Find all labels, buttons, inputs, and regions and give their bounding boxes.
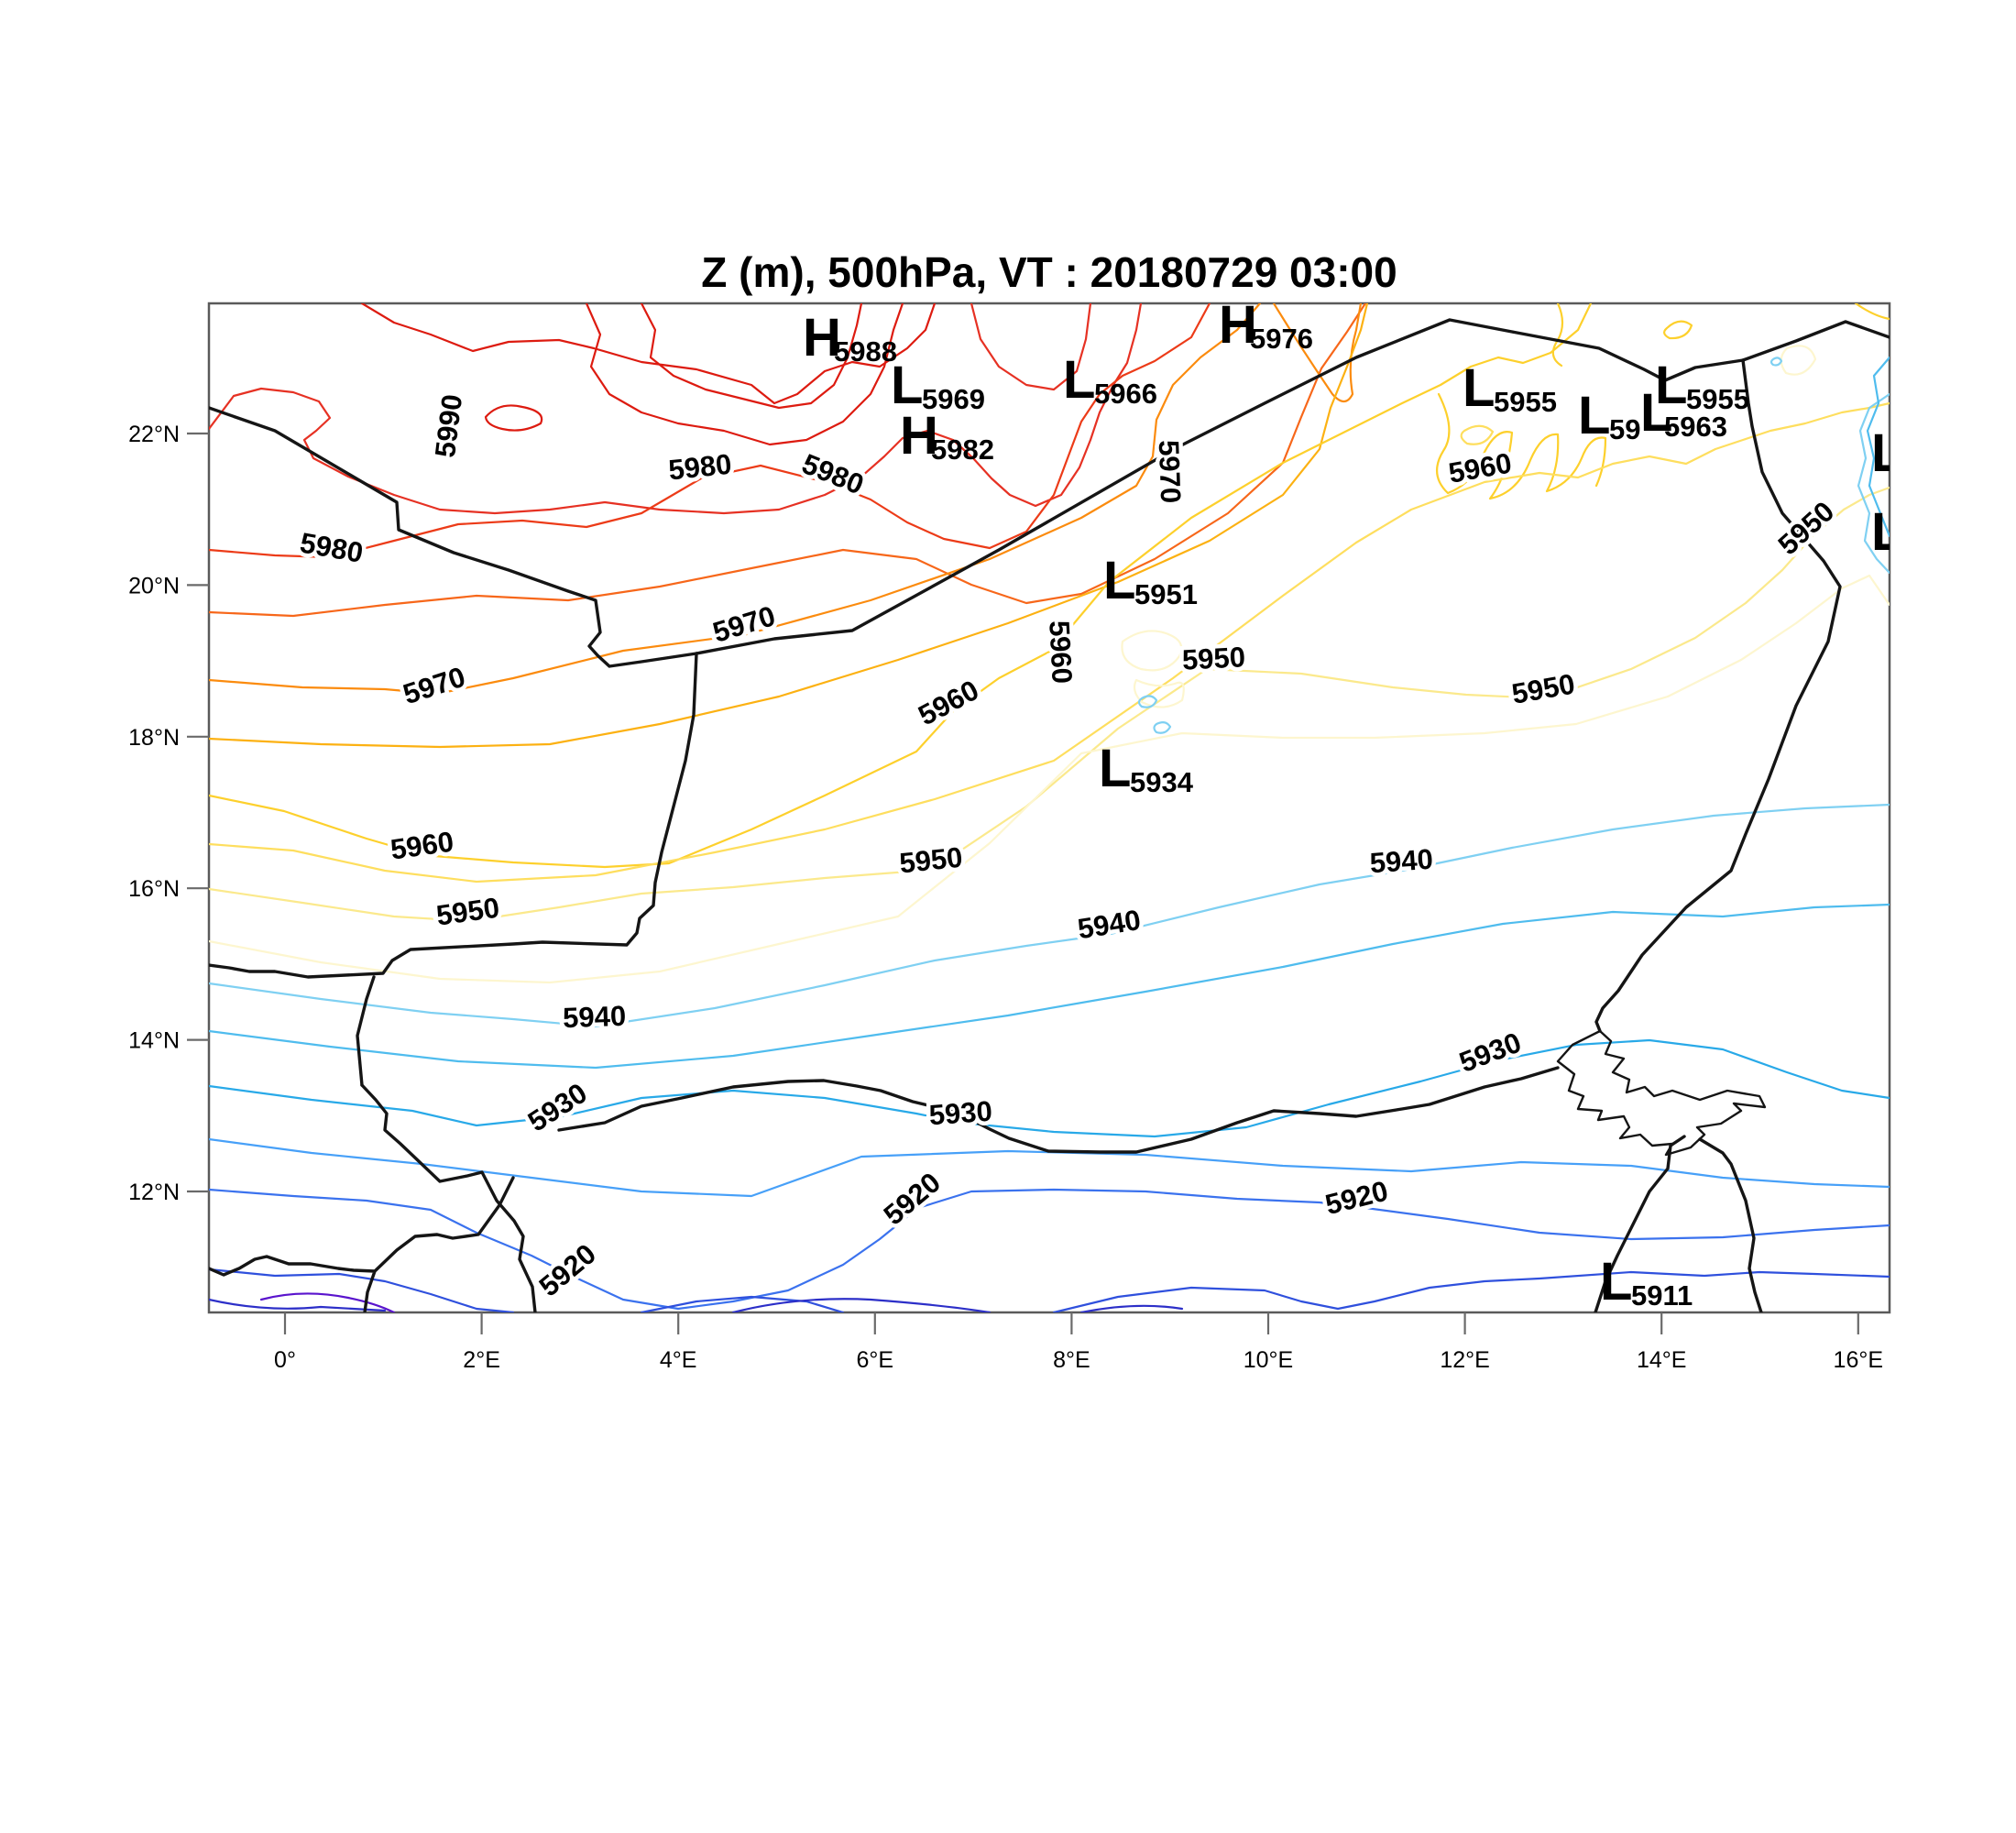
plot-frame <box>207 302 1891 1314</box>
low-center-marker: L <box>1871 423 1903 483</box>
contour-label-5920: 5920 <box>1322 1174 1391 1221</box>
border-niger-chad <box>1594 358 1842 1033</box>
contour-label-5960: 5960 <box>1446 446 1514 488</box>
border-burkina-benin <box>356 975 376 1087</box>
y-tick-label-16°N: 16°N <box>128 876 180 902</box>
contour-label-5960: 5960 <box>1043 620 1079 685</box>
pressure-center-value: 5951 <box>1134 578 1198 610</box>
contour-label-5980: 5980 <box>298 526 366 568</box>
pressure-center-value: 59 <box>1609 413 1640 445</box>
y-tick-label-18°N: 18°N <box>128 725 180 751</box>
low-center-marker: L <box>1871 502 1903 562</box>
pressure-center-value: 5976 <box>1250 323 1313 355</box>
contour-label-5950: 5950 <box>434 891 501 931</box>
contour-lines <box>209 303 1890 1312</box>
contour-label-5950: 5950 <box>898 841 964 880</box>
pressure-center-value: 5963 <box>1664 411 1727 443</box>
low-center-marker: L <box>1655 356 1687 415</box>
pressure-center-value: 5911 <box>1631 1279 1693 1312</box>
pressure-center-value: 5934 <box>1130 766 1194 798</box>
low-center-marker: L <box>891 356 923 415</box>
low-center-marker: L <box>1103 551 1135 610</box>
contour-label-5970: 5970 <box>400 661 469 711</box>
contour-label-5950: 5950 <box>1772 495 1841 561</box>
low-center-marker: L <box>1600 1252 1632 1312</box>
contour-label-5960: 5960 <box>389 825 455 865</box>
contour-label-5970: 5970 <box>1153 440 1187 504</box>
border-libya-niger <box>1741 320 1890 362</box>
contour-label-5920: 5920 <box>878 1166 947 1231</box>
border-niger-mali-west <box>209 652 698 979</box>
contour-label-5940: 5940 <box>563 1000 627 1034</box>
low-center-marker: L <box>1099 739 1131 798</box>
x-tick-label-0°: 0° <box>274 1347 296 1373</box>
contour-label-5940: 5940 <box>1369 843 1434 880</box>
pressure-center-value: 5969 <box>922 383 985 415</box>
pressure-center-value: 5955 <box>1494 386 1557 418</box>
x-tick-label-14°E: 14°E <box>1637 1347 1686 1373</box>
contour-label-5930: 5930 <box>1455 1026 1526 1079</box>
high-center-marker: H <box>803 308 841 368</box>
x-tick-label-6°E: 6°E <box>857 1347 894 1373</box>
border-nigeria-cameroon <box>1594 1135 1686 1312</box>
contour-label-5950: 5950 <box>1509 667 1577 709</box>
contour-label-5940: 5940 <box>1076 904 1144 945</box>
border-togo-ghana <box>209 1176 515 1312</box>
low-center-marker: L <box>1640 383 1672 443</box>
x-tick-label-12°E: 12°E <box>1440 1347 1489 1373</box>
border-algeria-mali <box>209 406 698 668</box>
border-benin-nigeria <box>360 1083 537 1312</box>
contour-label-5930: 5930 <box>928 1095 993 1132</box>
pressure-center-value: 5982 <box>931 434 994 466</box>
border-niger-nigeria <box>557 1066 1560 1154</box>
y-tick-label-14°N: 14°N <box>128 1028 180 1054</box>
high-center-marker: H <box>900 406 938 466</box>
contour-label-5980: 5980 <box>797 447 868 500</box>
contour-label-5960: 5960 <box>913 674 983 731</box>
contour-label-5950: 5950 <box>1181 641 1246 676</box>
border-lake-chad <box>1556 1029 1767 1157</box>
contour-label-5990: 5990 <box>429 392 468 459</box>
y-tick-label-20°N: 20°N <box>128 573 180 598</box>
x-tick-label-16°E: 16°E <box>1834 1347 1883 1373</box>
y-tick-label-22°N: 22°N <box>128 422 180 447</box>
pressure-center-value: 5955 <box>1686 383 1749 415</box>
chart-title: Z (m), 500hPa, VT : 20180729 03:00 <box>701 248 1397 296</box>
low-center-marker: L <box>1063 350 1095 410</box>
contour-label-5930: 5930 <box>522 1077 593 1138</box>
x-tick-label-4°E: 4°E <box>660 1347 697 1373</box>
x-tick-label-2°E: 2°E <box>463 1347 500 1373</box>
x-tick-label-8°E: 8°E <box>1053 1347 1090 1373</box>
y-tick-label-12°N: 12°N <box>128 1180 180 1205</box>
border-chad-cameroon <box>1698 1137 1763 1312</box>
pressure-center-value: 5988 <box>834 335 897 368</box>
low-center-marker: L <box>1578 386 1610 445</box>
high-center-marker: H <box>1219 295 1257 355</box>
contour-label-5980: 5980 <box>667 448 733 487</box>
low-center-marker: L <box>1463 358 1495 418</box>
x-tick-label-10°E: 10°E <box>1244 1347 1293 1373</box>
country-borders <box>209 318 1890 1312</box>
contour-label-5920: 5920 <box>533 1237 602 1302</box>
border-algeria-niger <box>695 318 1745 655</box>
axis-ticks-and-labels: 0° 2°E 4°E 6°E 8°E 10°E 12°E 14°E 16°E 12°N 14°N 16… <box>128 422 1883 1373</box>
pressure-center-value: 5966 <box>1094 378 1157 410</box>
